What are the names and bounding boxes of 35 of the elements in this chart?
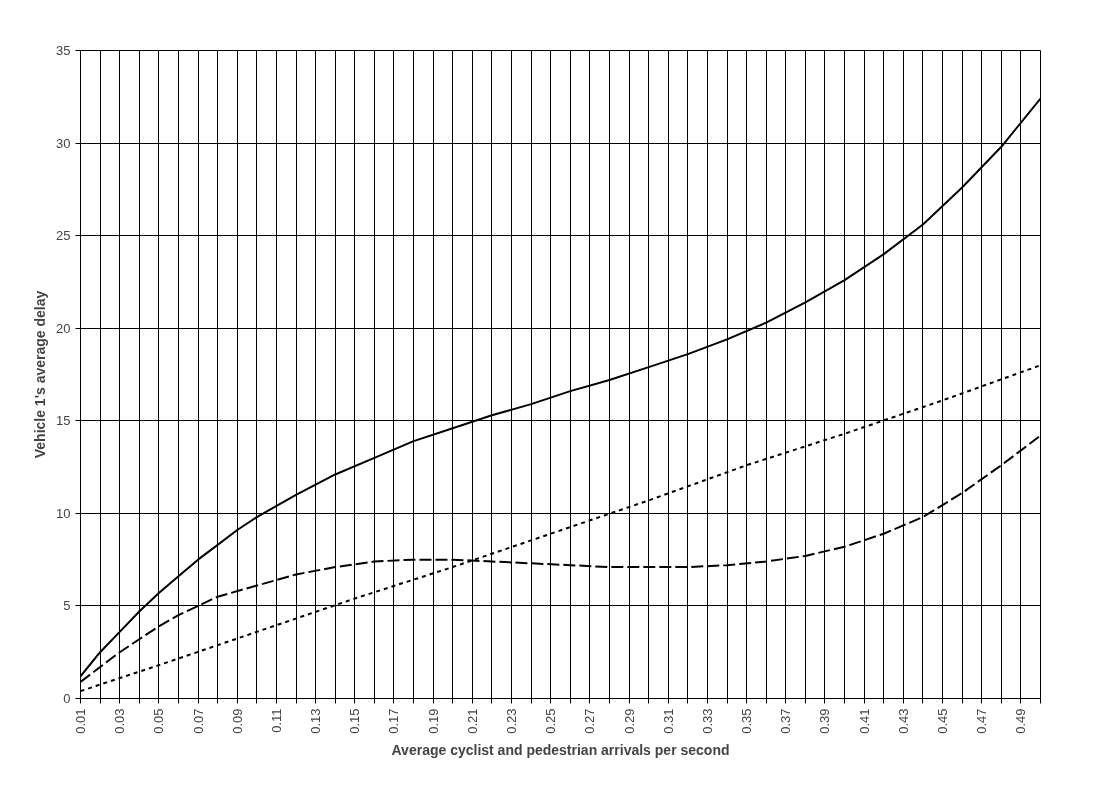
x-tick-label: 0.43: [895, 708, 911, 734]
x-tick-label: 0.33: [699, 708, 715, 734]
x-tick-label: 0.23: [504, 708, 520, 734]
x-tick-label: 0.07: [190, 708, 206, 734]
x-tick-label: 0.17: [386, 708, 402, 734]
x-tick-label: 0.25: [543, 708, 559, 734]
x-tick-label: 0.11: [268, 708, 284, 733]
x-tick-label: 0.19: [425, 708, 441, 734]
y-tick-label: 25: [56, 228, 71, 244]
x-tick-label: 0.49: [1013, 708, 1029, 734]
x-tick-label: 0.47: [974, 708, 990, 734]
x-tick-label: 0.09: [229, 708, 245, 734]
x-tick-label: 0.29: [621, 708, 637, 734]
x-tick-label: 0.39: [817, 708, 833, 734]
y-tick-label: 35: [56, 43, 71, 58]
y-tick-label: 30: [56, 135, 71, 151]
y-tick-label: 10: [56, 505, 71, 521]
y-tick-label: 5: [63, 598, 71, 614]
x-tick-label: 0.31: [660, 708, 676, 734]
y-tick-label: 15: [56, 413, 71, 429]
x-tick-label: 0.05: [151, 708, 167, 734]
y-axis-title: Vehicle 1's average delay: [32, 290, 49, 459]
x-tick-label: 0.45: [935, 708, 951, 734]
x-tick-label: 0.13: [308, 708, 324, 734]
x-tick-label: 0.01: [73, 708, 88, 734]
x-tick-label: 0.15: [347, 708, 363, 734]
x-axis-title: Average cyclist and pedestrian arrivals per second: [391, 741, 730, 758]
x-tick-label: 0.41: [856, 708, 872, 734]
x-tick-label: 0.35: [739, 708, 755, 734]
y-tick-label: 20: [56, 320, 71, 336]
x-tick-label: 0.27: [582, 708, 598, 734]
y-tick-label: 0: [63, 691, 71, 706]
x-tick-label: 0.03: [112, 708, 128, 734]
x-tick-label: 0.21: [464, 708, 480, 734]
x-tick-label: 0.37: [778, 708, 794, 734]
